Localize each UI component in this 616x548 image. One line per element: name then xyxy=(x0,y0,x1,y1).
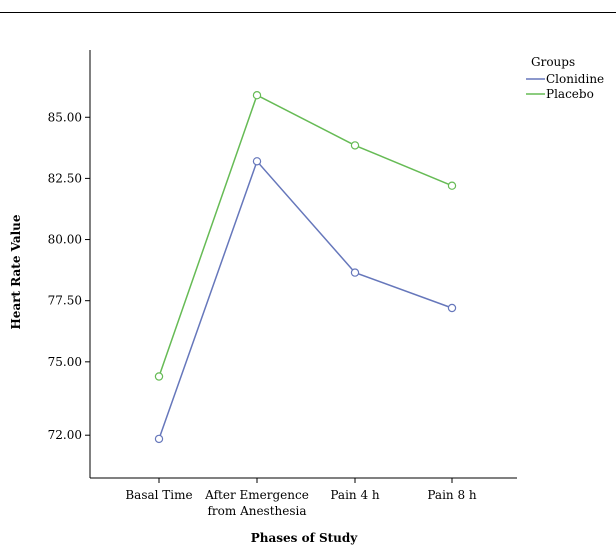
data-point-clonidine xyxy=(350,268,360,277)
data-point-placebo xyxy=(350,141,360,150)
data-point-placebo xyxy=(154,372,164,381)
x-axis-title: Phases of Study xyxy=(251,531,359,545)
x-tick-label: Pain 8 h xyxy=(427,488,477,502)
y-axis-title: Heart Rate Value xyxy=(9,214,23,329)
y-tick-label: 77.50 xyxy=(48,294,82,308)
data-point-placebo xyxy=(252,90,262,100)
y-tick-label: 85.00 xyxy=(48,110,82,124)
x-tick-label: After Emergence xyxy=(204,488,309,502)
x-tick-label: Pain 4 h xyxy=(330,488,380,502)
legend-label-clonidine: Clonidine xyxy=(546,72,604,86)
x-tick-label: Basal Time xyxy=(125,488,192,502)
series-line-placebo xyxy=(158,94,453,377)
series-line-clonidine xyxy=(158,159,453,440)
axes: 72.00 75.00 77.50 80.00 82.50 85.00 Basal Time… xyxy=(48,50,517,518)
y-tick-label: 80.00 xyxy=(48,233,82,247)
data-point-clonidine xyxy=(447,303,457,313)
y-tick-label: 72.00 xyxy=(48,428,82,442)
legend-title: Groups xyxy=(531,55,575,69)
y-tick-label: 75.00 xyxy=(48,355,82,369)
y-tick-label: 82.50 xyxy=(48,171,82,185)
data-point-placebo xyxy=(447,181,457,190)
data-point-clonidine xyxy=(154,434,164,444)
data-point-clonidine xyxy=(252,157,262,166)
top-rule xyxy=(0,12,616,13)
legend-label-placebo: Placebo xyxy=(546,87,594,101)
x-tick-label: from Anesthesia xyxy=(207,504,306,518)
series-layer xyxy=(154,90,457,444)
